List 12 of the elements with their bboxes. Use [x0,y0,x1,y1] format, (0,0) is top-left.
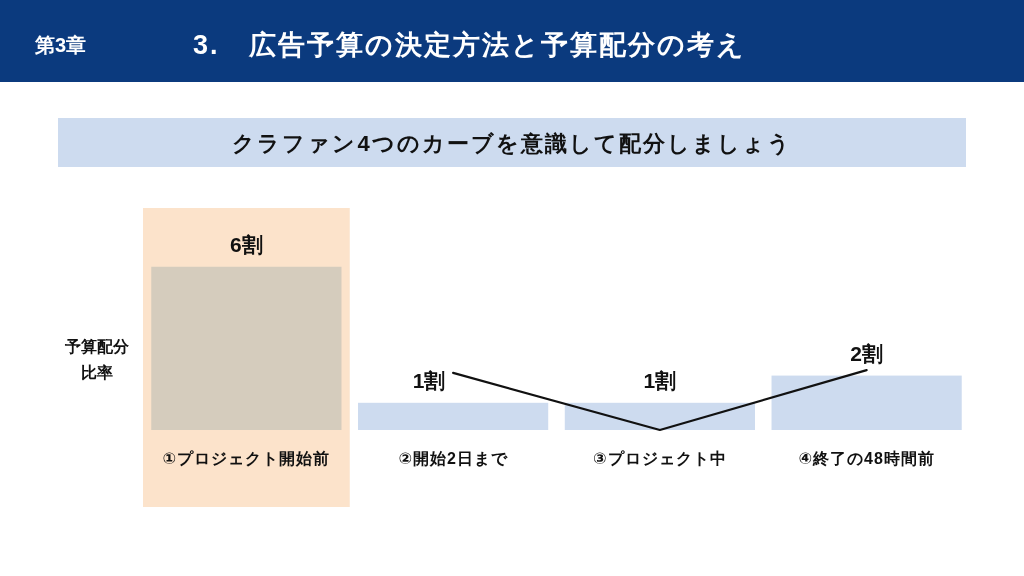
chart-subtitle: クラファン4つのカーブを意識して配分しましょう [232,130,792,156]
x-tick-label: ③プロジェクト中 [593,449,727,467]
y-axis-title: 予算配分比率 [64,337,130,381]
data-label: 6割 [230,233,263,257]
data-label: 1割 [412,369,446,393]
text: 第3章 [34,34,87,56]
x-tick-label: ②開始2日まで [398,449,508,467]
x-tick-label: ④終了の48時間前 [798,449,935,467]
x-tick-label: ①プロジェクト開始前 [162,449,331,467]
data-label: 1割 [643,369,677,393]
chart-title: 3. 広告予算の決定方法と予算配分の考え [193,30,746,60]
data-label: 2割 [850,342,883,366]
